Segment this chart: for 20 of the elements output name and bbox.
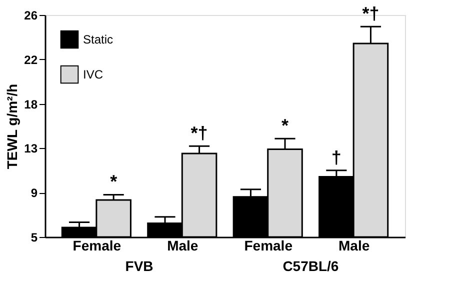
x-tick-label: Male xyxy=(338,238,370,254)
legend-label: IVC xyxy=(83,68,104,82)
data-label: *† xyxy=(362,4,380,24)
x-tick-label: Female xyxy=(244,238,293,254)
y-tick-label: 22 xyxy=(24,52,38,67)
data-label: * xyxy=(110,172,118,192)
y-tick-label: 13 xyxy=(24,142,38,156)
data-label: * xyxy=(281,116,289,136)
text: C57BL/6 xyxy=(282,258,339,274)
data-label: *† xyxy=(190,123,208,144)
y-tick-label: 9 xyxy=(30,186,38,200)
legend-label: Static xyxy=(83,32,114,46)
x-tick-label: Male xyxy=(167,238,198,254)
y-axis-title: TEWL g/m²/h xyxy=(4,84,20,170)
y-tick-label: 5 xyxy=(30,230,38,244)
y-tick-label: 26 xyxy=(24,8,38,22)
x-tick-label: Female xyxy=(72,238,122,254)
text: FVB xyxy=(125,258,154,274)
data-label: † xyxy=(331,147,342,168)
y-tick-label: 18 xyxy=(24,97,38,112)
